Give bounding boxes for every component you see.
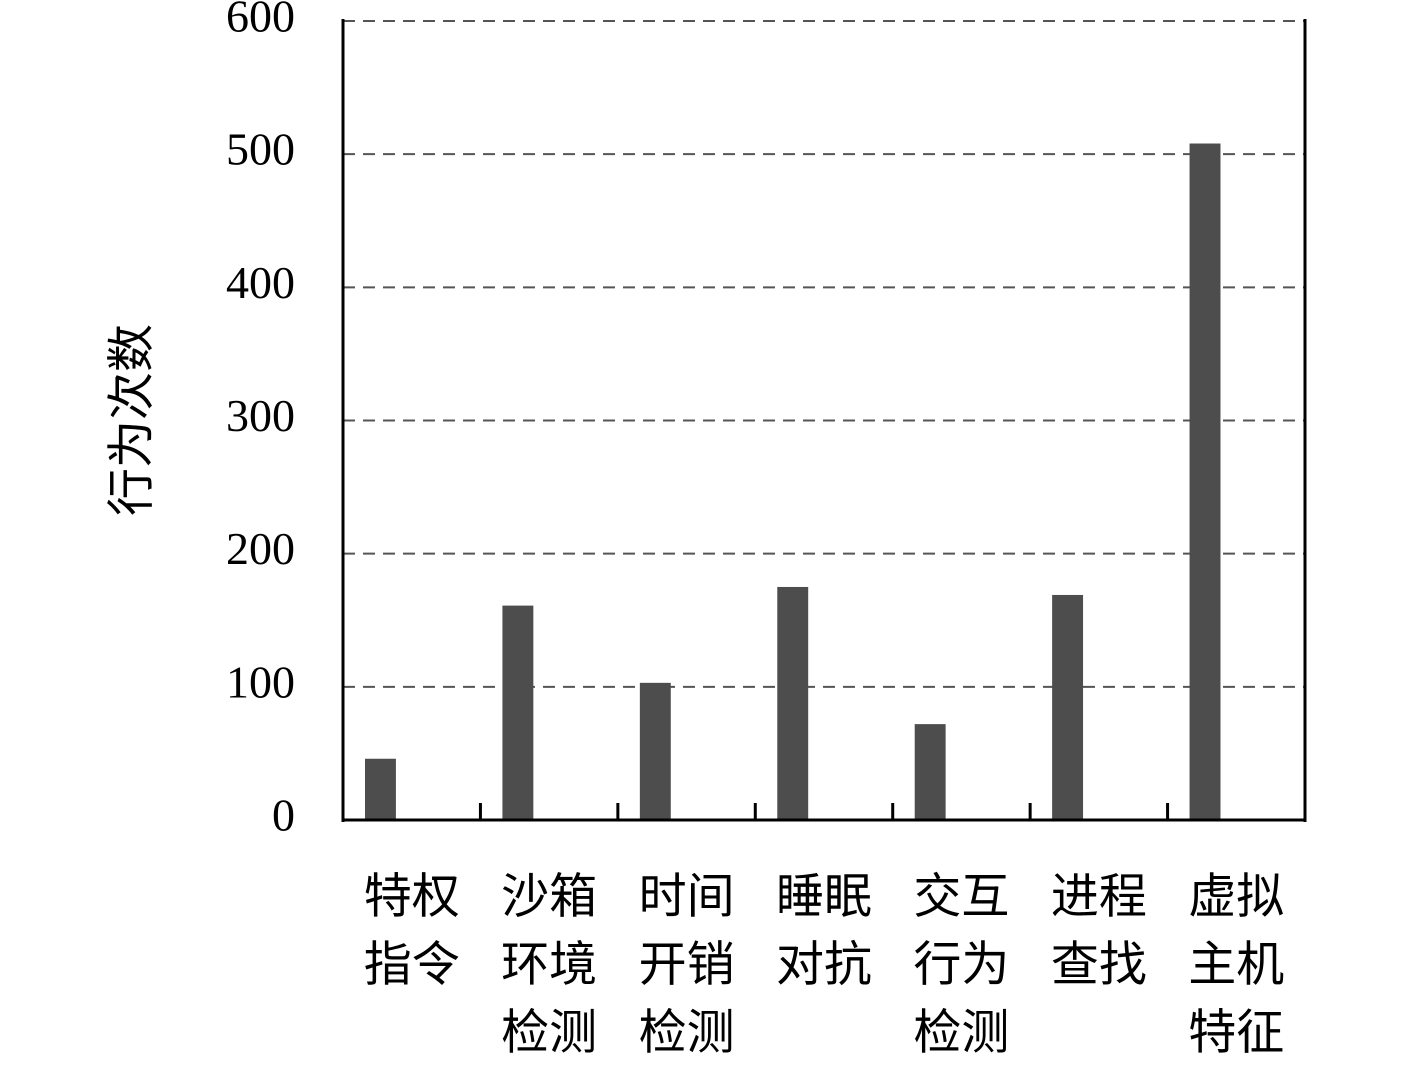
x-tick-label: 环境 xyxy=(501,937,597,993)
y-axis-label: 行为次数 xyxy=(104,324,160,516)
bar xyxy=(914,724,946,820)
y-tick-label: 500 xyxy=(226,124,295,175)
bar xyxy=(364,758,396,820)
y-tick-label: 400 xyxy=(226,257,295,308)
x-tick-label: 沙箱 xyxy=(501,869,597,925)
bar xyxy=(1189,143,1221,821)
x-tick-label: 虚拟 xyxy=(1188,869,1284,925)
x-tick-label: 特征 xyxy=(1188,1005,1284,1061)
x-tick-label: 开销 xyxy=(639,937,735,993)
y-tick-label: 0 xyxy=(272,790,295,841)
x-tick-label: 主机 xyxy=(1188,937,1284,993)
x-tick-label: 检测 xyxy=(913,1005,1009,1061)
x-tick-label: 指令 xyxy=(364,937,460,993)
bar xyxy=(639,682,671,820)
x-tick-label: 检测 xyxy=(501,1005,597,1061)
x-tick-label: 对抗 xyxy=(776,937,872,993)
x-tick-label: 检测 xyxy=(639,1005,735,1061)
x-tick-label: 时间 xyxy=(639,869,735,925)
y-tick-label: 100 xyxy=(226,656,295,707)
x-tick-label: 查找 xyxy=(1051,937,1147,993)
bar xyxy=(1052,594,1084,820)
bar xyxy=(502,605,534,820)
x-tick-label: 交互 xyxy=(913,869,1009,925)
y-tick-label: 200 xyxy=(226,523,295,574)
x-tick-label: 行为 xyxy=(913,937,1009,993)
x-tick-label: 特权 xyxy=(364,869,460,925)
y-tick-label: 600 xyxy=(226,0,295,42)
x-tick-label: 睡眠 xyxy=(776,869,872,925)
bar xyxy=(777,586,809,820)
x-tick-label: 进程 xyxy=(1051,869,1147,925)
y-tick-label: 300 xyxy=(226,390,295,441)
